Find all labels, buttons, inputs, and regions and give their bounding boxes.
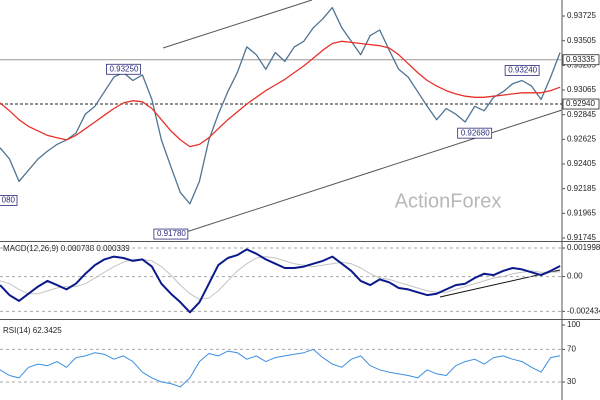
- y-tick-label: 0.92625: [567, 134, 596, 143]
- y-tick-label: 70: [567, 345, 576, 354]
- annotation-label: 0.92680: [461, 128, 490, 137]
- series-line: [0, 256, 561, 300]
- series-line: [0, 6, 561, 205]
- annotation-label: 0.93240: [508, 66, 537, 75]
- annotation-label: 080: [2, 196, 16, 205]
- y-tick-label: 0.91965: [567, 208, 596, 217]
- annotation-box: [504, 64, 540, 76]
- y-tick-label: -0.002434: [567, 306, 600, 315]
- panel-title: RSI(14) 62.3425: [3, 326, 62, 335]
- series-line: [0, 40, 561, 148]
- y-tick-label: 0.93065: [567, 85, 596, 94]
- y-tick-label: 0.00: [567, 272, 583, 281]
- series-line: [0, 348, 561, 388]
- level-label-box: [562, 54, 600, 66]
- trend-line: [179, 109, 563, 235]
- panel-title: MACD(12,26,9) 0.000738 0.000339: [3, 244, 130, 253]
- trend-line: [162, 0, 313, 49]
- y-tick-label: 0.93725: [567, 11, 596, 20]
- annotation-box: [153, 228, 189, 240]
- y-tick-label: 0.001998: [567, 243, 600, 252]
- y-tick-label: 0.91745: [567, 233, 596, 242]
- level-label: 0.93335: [566, 55, 595, 64]
- y-tick-label: 0.92405: [567, 159, 596, 168]
- watermark: ActionForex: [395, 190, 502, 212]
- y-tick-label: 100: [567, 320, 581, 329]
- level-label: 0.92940: [566, 99, 595, 108]
- annotation-label: 0.93250: [109, 64, 138, 73]
- y-tick-label: 0.92845: [567, 110, 596, 119]
- y-tick-label: 30: [567, 377, 576, 386]
- annotation-box: [457, 127, 493, 139]
- y-tick-label: 0.92185: [567, 184, 596, 193]
- y-tick-label: 0.93505: [567, 36, 596, 45]
- annotation-box: [0, 195, 18, 206]
- annotation-box: [106, 63, 141, 75]
- level-label-box: [562, 98, 600, 110]
- annotation-label: 0.91780: [157, 229, 186, 238]
- series-line: [0, 248, 561, 314]
